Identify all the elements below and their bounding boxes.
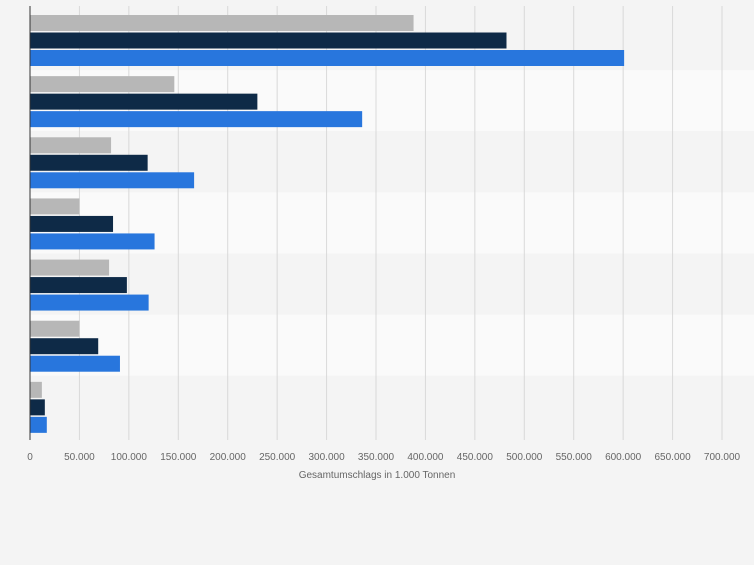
row-band bbox=[30, 253, 754, 315]
bar-series-3-group-1[interactable] bbox=[30, 50, 625, 66]
bar-series-2-group-6[interactable] bbox=[30, 338, 99, 355]
row-band bbox=[30, 314, 754, 376]
bar-series-1-group-5[interactable] bbox=[30, 259, 110, 276]
bar-series-3-group-5[interactable] bbox=[30, 294, 149, 311]
bar-series-2-group-2[interactable] bbox=[30, 93, 258, 110]
gridlines bbox=[78, 6, 723, 440]
x-tick-label: 600.000 bbox=[605, 452, 642, 463]
x-tick-label: 200.000 bbox=[210, 452, 247, 463]
bar-series-3-group-4[interactable] bbox=[30, 233, 155, 250]
bar-series-2-group-4[interactable] bbox=[30, 215, 114, 232]
x-tick-label: 450.000 bbox=[457, 452, 494, 463]
bar-series-1-group-7[interactable] bbox=[30, 381, 42, 398]
x-axis-label: Gesamtumschlags in 1.000 Tonnen bbox=[299, 470, 456, 481]
x-tick-label: 500.000 bbox=[506, 452, 543, 463]
row-bands bbox=[30, 9, 754, 437]
bar-series-2-group-1[interactable] bbox=[30, 32, 507, 49]
x-tick-label: 650.000 bbox=[654, 452, 691, 463]
x-tick-label: 300.000 bbox=[308, 452, 345, 463]
bar-series-1-group-4[interactable] bbox=[30, 198, 80, 215]
x-tick-label: 150.000 bbox=[160, 452, 197, 463]
x-tick-label: 400.000 bbox=[407, 452, 444, 463]
bar-series-2-group-3[interactable] bbox=[30, 154, 148, 171]
bar-series-3-group-7[interactable] bbox=[30, 416, 47, 433]
bar-series-1-group-2[interactable] bbox=[30, 76, 175, 93]
bar-series-1-group-3[interactable] bbox=[30, 137, 112, 154]
x-tick-label: 50.000 bbox=[64, 452, 95, 463]
bar-series-1-group-6[interactable] bbox=[30, 320, 80, 337]
x-tick-label: 550.000 bbox=[556, 452, 593, 463]
x-tick-label: 350.000 bbox=[358, 452, 395, 463]
bars bbox=[30, 15, 625, 433]
bar-series-3-group-2[interactable] bbox=[30, 111, 363, 128]
x-tick-label: 250.000 bbox=[259, 452, 296, 463]
x-tick-labels: 0 50.000 100.000 150.000 200.000 250.000 300.0… bbox=[27, 452, 740, 463]
x-tick-label: 700.000 bbox=[704, 452, 741, 463]
bar-series-2-group-5[interactable] bbox=[30, 277, 127, 294]
bar-series-3-group-3[interactable] bbox=[30, 172, 195, 189]
bar-series-2-group-7[interactable] bbox=[30, 399, 45, 416]
x-tick-label: 0 bbox=[27, 452, 33, 463]
x-tick-label: 100.000 bbox=[111, 452, 148, 463]
bar-series-1-group-1[interactable] bbox=[30, 15, 414, 31]
bar-series-3-group-6[interactable] bbox=[30, 355, 120, 372]
row-band bbox=[30, 375, 754, 437]
